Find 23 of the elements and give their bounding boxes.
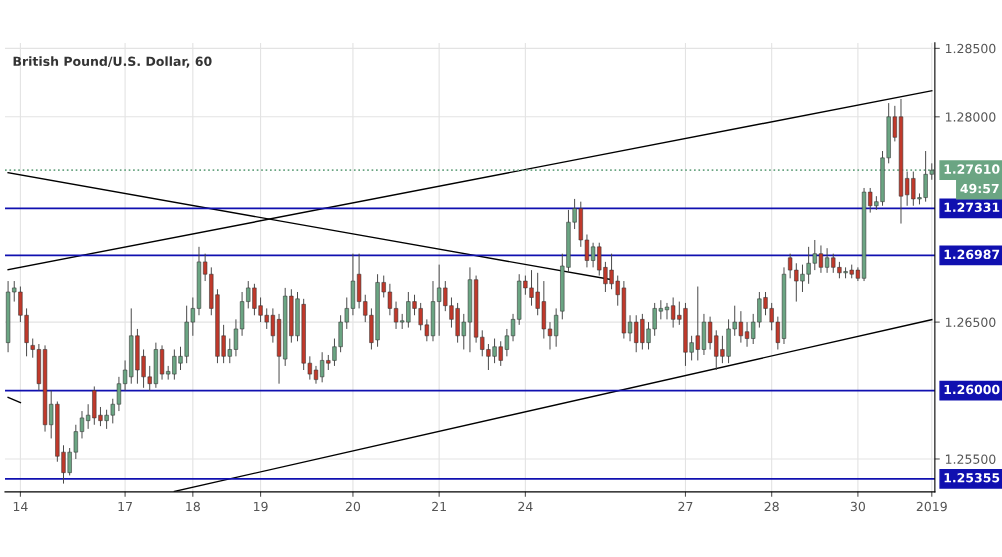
candlestick xyxy=(554,307,559,348)
y-tick-label: 1.25500 xyxy=(945,454,996,464)
x-tick-label: 24 xyxy=(518,501,533,512)
x-tick-label: 28 xyxy=(764,501,779,512)
ref-line-label: 1.26987 xyxy=(944,249,1000,260)
ref-line-label: 1.27331 xyxy=(944,202,1000,212)
y-tick-label: 1.26500 xyxy=(945,317,996,328)
x-tick-label: 20 xyxy=(345,501,361,512)
text: British Pound/U.S. Dollar, 60 xyxy=(13,56,212,68)
y-tick-label: 1.28000 xyxy=(945,112,996,122)
x-tick-label: 17 xyxy=(118,501,132,512)
x-tick-label: 27 xyxy=(678,501,693,512)
text: 49:57 xyxy=(960,183,999,194)
x-tick-label: 21 xyxy=(432,501,446,512)
x-tick-label: 2019 xyxy=(916,501,947,512)
x-tick-label: 30 xyxy=(850,501,866,512)
y-tick-label: 1.28500 xyxy=(945,43,996,54)
x-tick-label: 18 xyxy=(186,501,200,512)
ref-line-label: 1.25355 xyxy=(944,473,1000,483)
ref-line-label: 1.26000 xyxy=(944,384,1000,395)
x-tick-label: 14 xyxy=(13,501,28,512)
x-tick-label: 19 xyxy=(253,501,268,512)
ref-line-label: 1.27610 xyxy=(944,164,1000,174)
